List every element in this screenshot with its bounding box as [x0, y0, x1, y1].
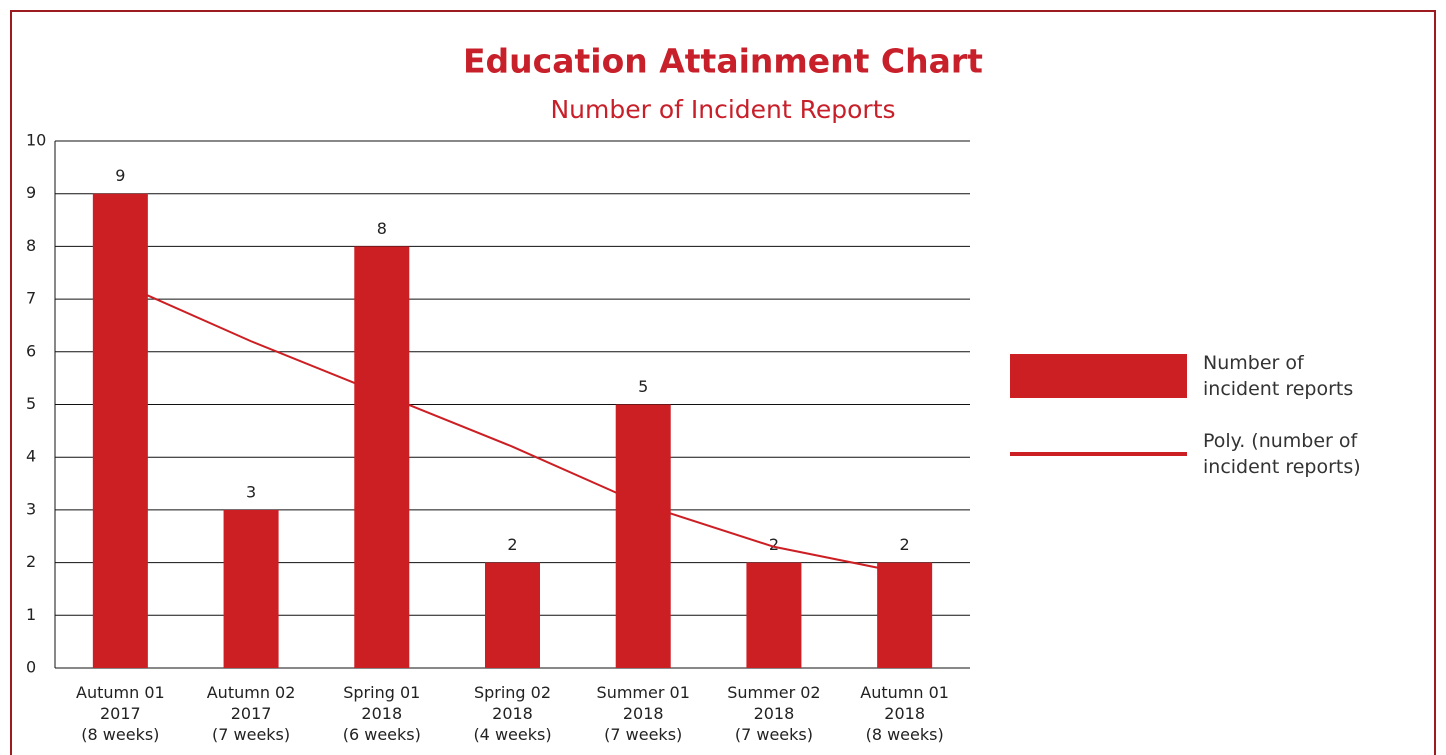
chart-title: Education Attainment Chart	[463, 42, 983, 81]
y-tick-label: 1	[26, 605, 36, 624]
bar	[485, 562, 540, 668]
legend-swatch	[1010, 354, 1187, 398]
y-tick-label: 9	[26, 183, 36, 202]
y-tick-label: 2	[26, 552, 36, 571]
trend-line	[119, 282, 905, 575]
y-tick-label: 4	[26, 447, 36, 466]
x-tick-label: Spring 02 2018 (4 weeks)	[473, 683, 551, 744]
data-label: 2	[769, 535, 779, 554]
x-tick-label: Spring 01 2018 (6 weeks)	[343, 683, 421, 744]
y-tick-label: 6	[26, 341, 36, 360]
bar	[877, 562, 933, 668]
data-label: 2	[900, 535, 910, 554]
bar	[223, 509, 279, 668]
y-tick-label: 3	[26, 499, 36, 518]
x-tick-label: Autumn 01 2018 (8 weeks)	[860, 683, 949, 744]
y-tick-label: 10	[26, 131, 46, 150]
bar	[615, 404, 671, 668]
data-label: 2	[507, 535, 517, 554]
y-tick-label: 5	[26, 394, 36, 413]
data-label: 3	[246, 482, 256, 501]
y-tick-label: 8	[26, 236, 36, 255]
bar	[92, 193, 148, 668]
x-tick-label: Summer 02 2018 (7 weeks)	[727, 683, 820, 744]
x-tick-label: Autumn 02 2017 (7 weeks)	[207, 683, 296, 744]
y-tick-label: 7	[26, 289, 36, 308]
legend-text: Number of incident reports	[1203, 352, 1353, 400]
y-tick-label: 0	[26, 658, 36, 677]
bar	[746, 562, 802, 668]
x-tick-label: Autumn 01 2017 (8 weeks)	[76, 683, 165, 744]
x-tick-label: Summer 01 2018 (7 weeks)	[597, 683, 690, 744]
chart-subtitle: Number of Incident Reports	[550, 95, 895, 124]
legend-text: Poly. (number of incident reports)	[1203, 430, 1361, 478]
bar	[354, 246, 410, 668]
data-label: 8	[377, 219, 387, 238]
frame	[10, 10, 1436, 755]
data-label: 9	[115, 166, 125, 185]
data-label: 5	[638, 377, 648, 396]
